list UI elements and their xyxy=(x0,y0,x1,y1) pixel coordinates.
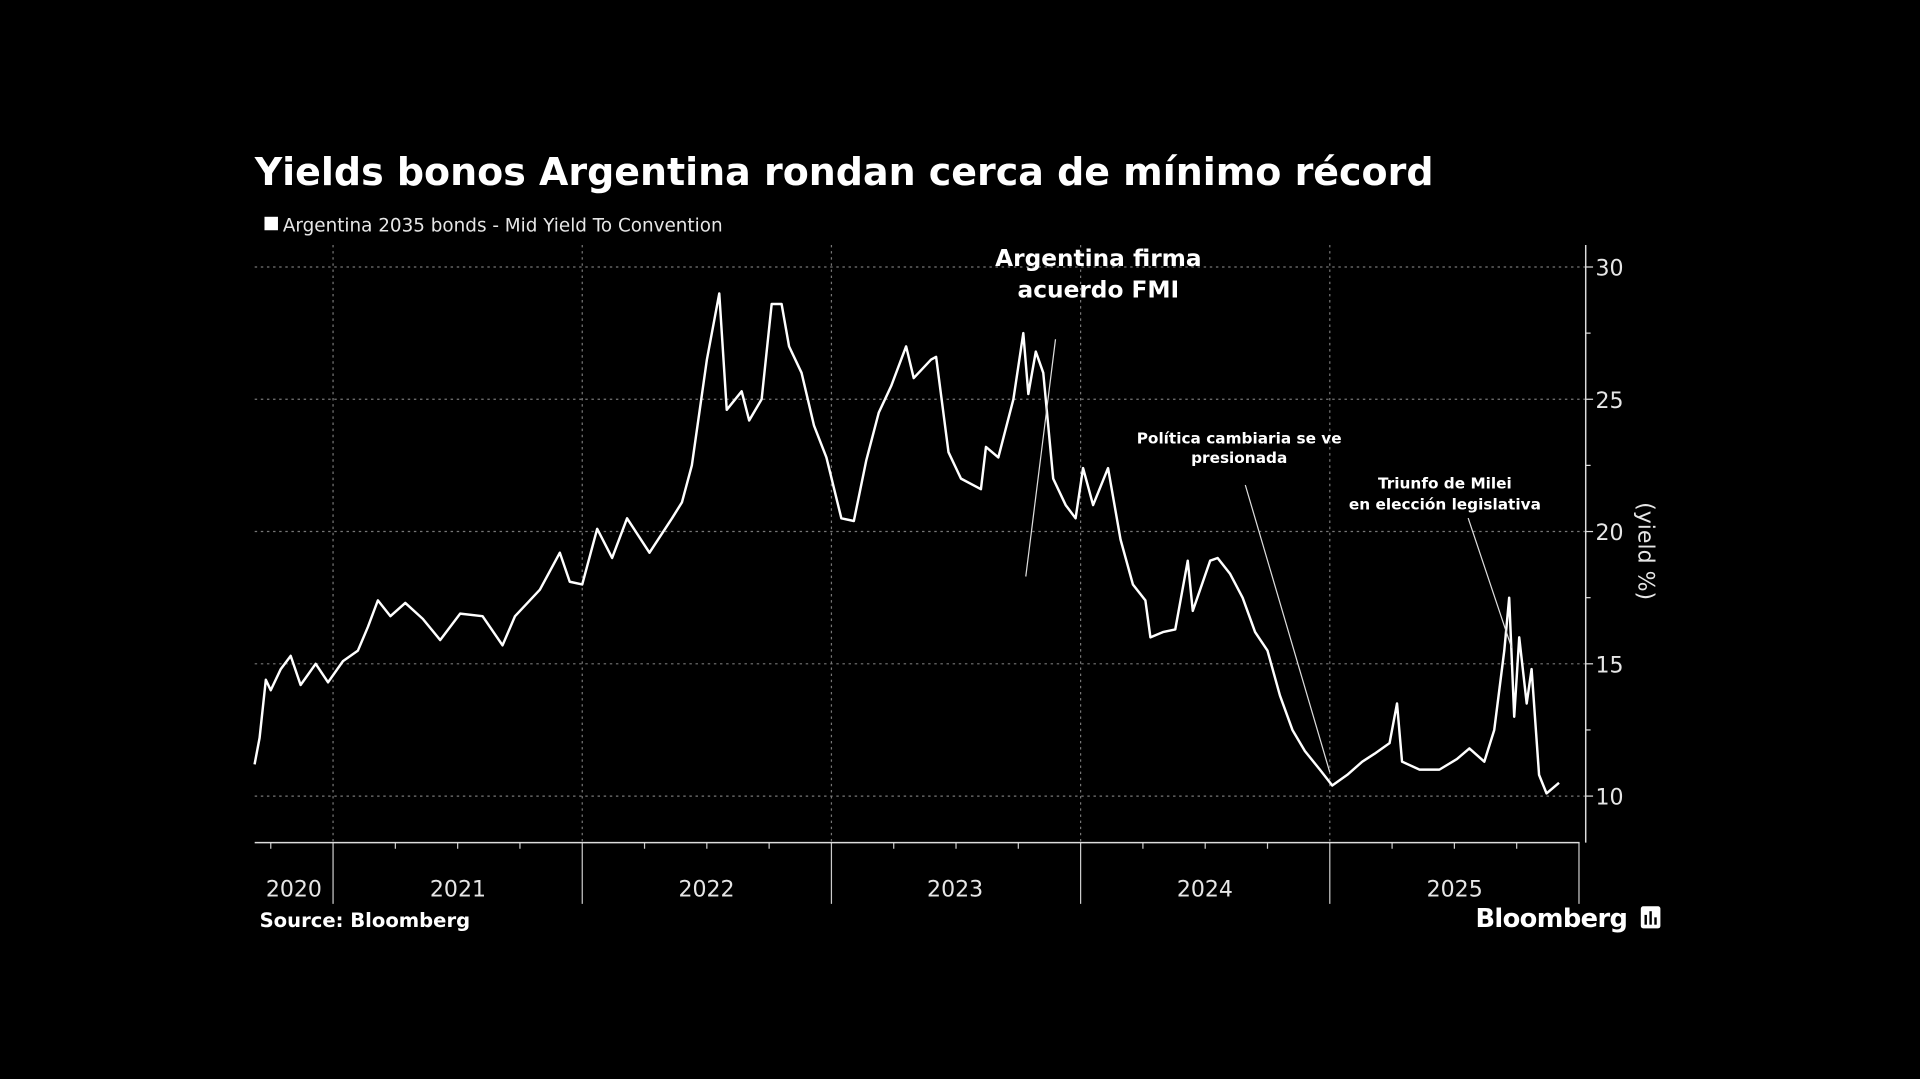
legend-label: Argentina 2035 bonds - Mid Yield To Conv… xyxy=(283,215,723,236)
x-tick-label: 2021 xyxy=(430,878,486,903)
annotation-text: Argentina firma xyxy=(995,245,1201,272)
y-tick-label: 30 xyxy=(1596,257,1624,282)
y-tick-label: 10 xyxy=(1596,786,1624,811)
y-tick-label: 15 xyxy=(1596,653,1624,678)
x-tick-label: 2024 xyxy=(1177,878,1233,903)
series-group xyxy=(253,292,1560,795)
chart-title: Yields bonos Argentina rondan cerca de m… xyxy=(254,150,1434,194)
tick-labels: 30 25 20 15 10 2020 2021 2022 2023 2024 2025 xyxy=(266,257,1624,903)
axes xyxy=(254,244,1594,904)
annotation-leader-line xyxy=(1244,484,1331,773)
y-tick-label: 20 xyxy=(1596,521,1624,546)
gridlines xyxy=(254,244,1586,843)
annotation-leader-line xyxy=(1025,339,1057,577)
annotation-text: presionada xyxy=(1191,449,1287,467)
x-tick-label: 2023 xyxy=(927,878,983,903)
x-tick-label: 2025 xyxy=(1427,878,1483,903)
bloomberg-logo: Bloomberg xyxy=(1475,904,1627,934)
annotation-leader-line xyxy=(1467,517,1513,649)
annotations: Argentina firma acuerdo FMI Política cambi… xyxy=(995,245,1541,773)
y-tick-label: 25 xyxy=(1596,389,1624,414)
bloomberg-chart-icon xyxy=(1640,906,1661,929)
annotation-text: Política cambiaria se ve xyxy=(1137,429,1342,447)
annotation-text: acuerdo FMI xyxy=(1018,277,1180,304)
source-note: Source: Bloomberg xyxy=(260,909,471,932)
x-tick-label: 2022 xyxy=(678,878,734,903)
annotation-text: en elección legislativa xyxy=(1349,495,1541,513)
x-tick-label: 2020 xyxy=(266,878,322,903)
legend-swatch xyxy=(264,216,278,231)
annotation-text: Triunfo de Milei xyxy=(1378,475,1512,493)
series-line-0 xyxy=(253,292,1560,795)
y-axis-label: (yield %) xyxy=(1632,502,1657,600)
